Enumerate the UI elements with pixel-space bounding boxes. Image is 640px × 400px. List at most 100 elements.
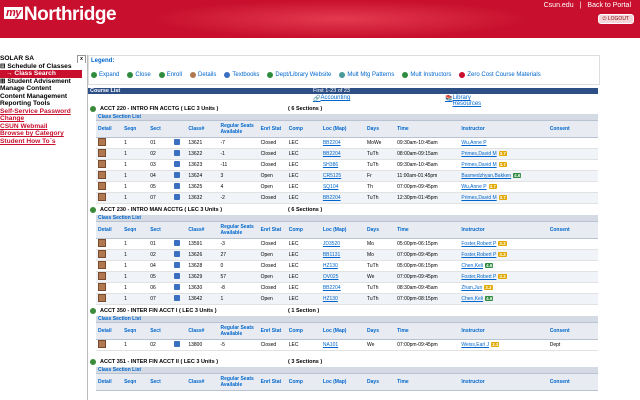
location-cell-value[interactable]: CR5125 <box>322 173 342 179</box>
rating-badge[interactable]: 3.3 <box>498 241 507 246</box>
details-icon[interactable] <box>98 171 106 179</box>
instructor-cell-value[interactable]: Basmedzhyan,Bakken <box>461 173 512 179</box>
sidebar-item[interactable]: Change <box>0 115 25 122</box>
textbooks-icon[interactable] <box>174 172 181 178</box>
logout-button[interactable]: ⏻ LOGOUT <box>597 14 634 24</box>
rating-badge[interactable]: 4.6 <box>513 173 522 178</box>
details-icon[interactable] <box>98 239 106 247</box>
textbooks-icon[interactable] <box>174 262 181 268</box>
rating-badge[interactable]: 3.3 <box>498 252 507 257</box>
instructor-cell-value[interactable]: Chen,Keli <box>461 263 484 269</box>
rating-badge[interactable]: 4.6 <box>485 296 494 301</box>
location-cell-value[interactable]: JD3520 <box>322 241 341 247</box>
details-icon[interactable] <box>98 138 106 146</box>
rating-badge[interactable]: 3.7 <box>498 151 507 156</box>
details-icon[interactable] <box>98 149 106 157</box>
rating-badge[interactable]: 3.3 <box>491 342 500 347</box>
csun-link[interactable]: Csun.edu <box>543 2 574 9</box>
location-cell-value[interactable]: BB2204 <box>322 285 341 291</box>
instructor-cell-value[interactable]: Primes,David M <box>461 151 497 157</box>
textbook-cell <box>172 192 187 204</box>
instructor-cell-value[interactable]: Zhan,Jun <box>461 285 483 291</box>
instructor-cell-value[interactable]: Foster,Robert P <box>461 241 497 247</box>
legend-item: Expand <box>91 72 119 78</box>
mynorthridge-logo[interactable]: my Northridge <box>4 4 117 26</box>
location-cell-value[interactable]: BB2204 <box>322 195 341 201</box>
sidebar-item[interactable]: Self-Service Password <box>0 107 71 115</box>
instructor-cell: Foster,Robert P 3.3 <box>459 271 548 283</box>
location-cell-value[interactable]: HZ130 <box>322 263 338 269</box>
location-cell-value[interactable]: HZ130 <box>322 296 338 302</box>
location-cell-value[interactable]: NA101 <box>322 342 339 348</box>
location-cell-value[interactable]: SH386 <box>322 162 339 168</box>
detail-cell <box>96 137 123 149</box>
instructor-cell-value[interactable]: Wu,Anne P <box>461 140 487 146</box>
details-icon[interactable] <box>98 283 106 291</box>
details-icon[interactable] <box>98 160 106 168</box>
location-cell-value[interactable]: SQ104 <box>322 184 339 190</box>
expand-icon[interactable] <box>90 206 96 213</box>
textbooks-icon[interactable] <box>174 194 181 200</box>
rating-badge[interactable]: 4.6 <box>485 263 494 268</box>
sidebar-item[interactable]: Student How To`s <box>0 137 56 145</box>
rating-badge[interactable]: 3.3 <box>484 285 493 290</box>
instructor-cell-value[interactable]: Primes,David M <box>461 195 497 201</box>
sidebar-item[interactable]: → Class Search <box>0 70 82 78</box>
details-icon[interactable] <box>98 272 106 280</box>
textbooks-icon[interactable] <box>174 150 181 156</box>
column-header <box>172 373 187 391</box>
sidebar-close-icon[interactable]: x <box>77 55 86 63</box>
textbooks-icon[interactable] <box>174 295 181 301</box>
sidebar-item[interactable]: CSUN Webmail <box>0 122 48 130</box>
location-cell-value[interactable]: BB1131 <box>322 252 341 258</box>
details-icon[interactable] <box>98 294 106 302</box>
location-cell-value[interactable]: BB2204 <box>322 140 341 146</box>
sidebar-item[interactable]: Content Management <box>0 92 68 100</box>
location-cell-value[interactable]: OV025 <box>322 274 339 280</box>
rating-badge[interactable]: 3.7 <box>498 195 507 200</box>
instructor-cell-value[interactable]: Weiss,Earl J <box>461 342 490 348</box>
comp-cell: LEC <box>286 249 321 261</box>
seqn-cell-value: 1 <box>124 140 127 146</box>
rating-badge[interactable]: 3.7 <box>488 184 497 189</box>
sect-cell: 04 <box>148 170 173 182</box>
location-cell-value[interactable]: BB2204 <box>322 151 341 157</box>
sidebar-item[interactable]: Reporting Tools <box>0 100 51 107</box>
table-row: 1 07 13632 -2 Closed LEC BB2204 TuTh 12:30pm-01:… <box>96 192 598 204</box>
textbooks-icon[interactable] <box>174 341 181 347</box>
details-icon[interactable] <box>98 182 106 190</box>
textbooks-icon[interactable] <box>174 161 181 167</box>
textbooks-icon[interactable] <box>174 240 181 246</box>
seats-cell-value: 4 <box>220 184 224 190</box>
textbooks-icon[interactable] <box>174 273 181 279</box>
expand-icon[interactable] <box>90 307 96 314</box>
textbooks-icon[interactable] <box>174 284 181 290</box>
instructor-cell-value[interactable]: Wu,Anne P <box>461 184 487 190</box>
sidebar-item[interactable]: Manage Content <box>0 85 52 92</box>
instructor-cell-value[interactable]: Foster,Robert P <box>461 274 497 280</box>
back-to-portal-link[interactable]: Back to Portal <box>587 2 631 9</box>
textbooks-icon[interactable] <box>174 183 181 189</box>
details-icon[interactable] <box>98 340 106 348</box>
days-cell-value: We <box>367 274 375 280</box>
details-icon[interactable] <box>98 261 106 269</box>
rating-badge[interactable]: 3.3 <box>498 274 507 279</box>
instructor-cell-value[interactable]: Chen,Keli <box>461 296 484 302</box>
sidebar-item[interactable]: Browse by Category <box>0 130 64 137</box>
details-icon[interactable] <box>98 250 106 258</box>
column-header: Class# <box>186 373 219 391</box>
logo-text: Northridge <box>23 4 117 25</box>
instructor-cell-value[interactable]: Foster,Robert P <box>461 252 497 258</box>
textbooks-icon[interactable] <box>174 251 181 257</box>
sidebar-item[interactable]: ⊞ Student Advisement <box>0 77 71 85</box>
table-row: 1 04 13628 0 Closed LEC HZ130 TuTh 05:00pm-06:15… <box>96 260 598 272</box>
instructor-cell-value[interactable]: Primes,David M <box>461 162 497 168</box>
rating-badge[interactable]: 3.7 <box>498 162 507 167</box>
details-icon[interactable] <box>98 193 106 201</box>
expand-icon[interactable] <box>90 358 96 365</box>
sidebar-item[interactable]: ⊟ Schedule of Classes <box>0 62 72 70</box>
textbooks-icon[interactable] <box>174 139 181 145</box>
library-resources-link[interactable]: 📚 Library Resources <box>445 95 482 107</box>
expand-icon[interactable] <box>90 105 96 112</box>
accounting-link[interactable]: 🔗 Accounting <box>313 95 351 102</box>
